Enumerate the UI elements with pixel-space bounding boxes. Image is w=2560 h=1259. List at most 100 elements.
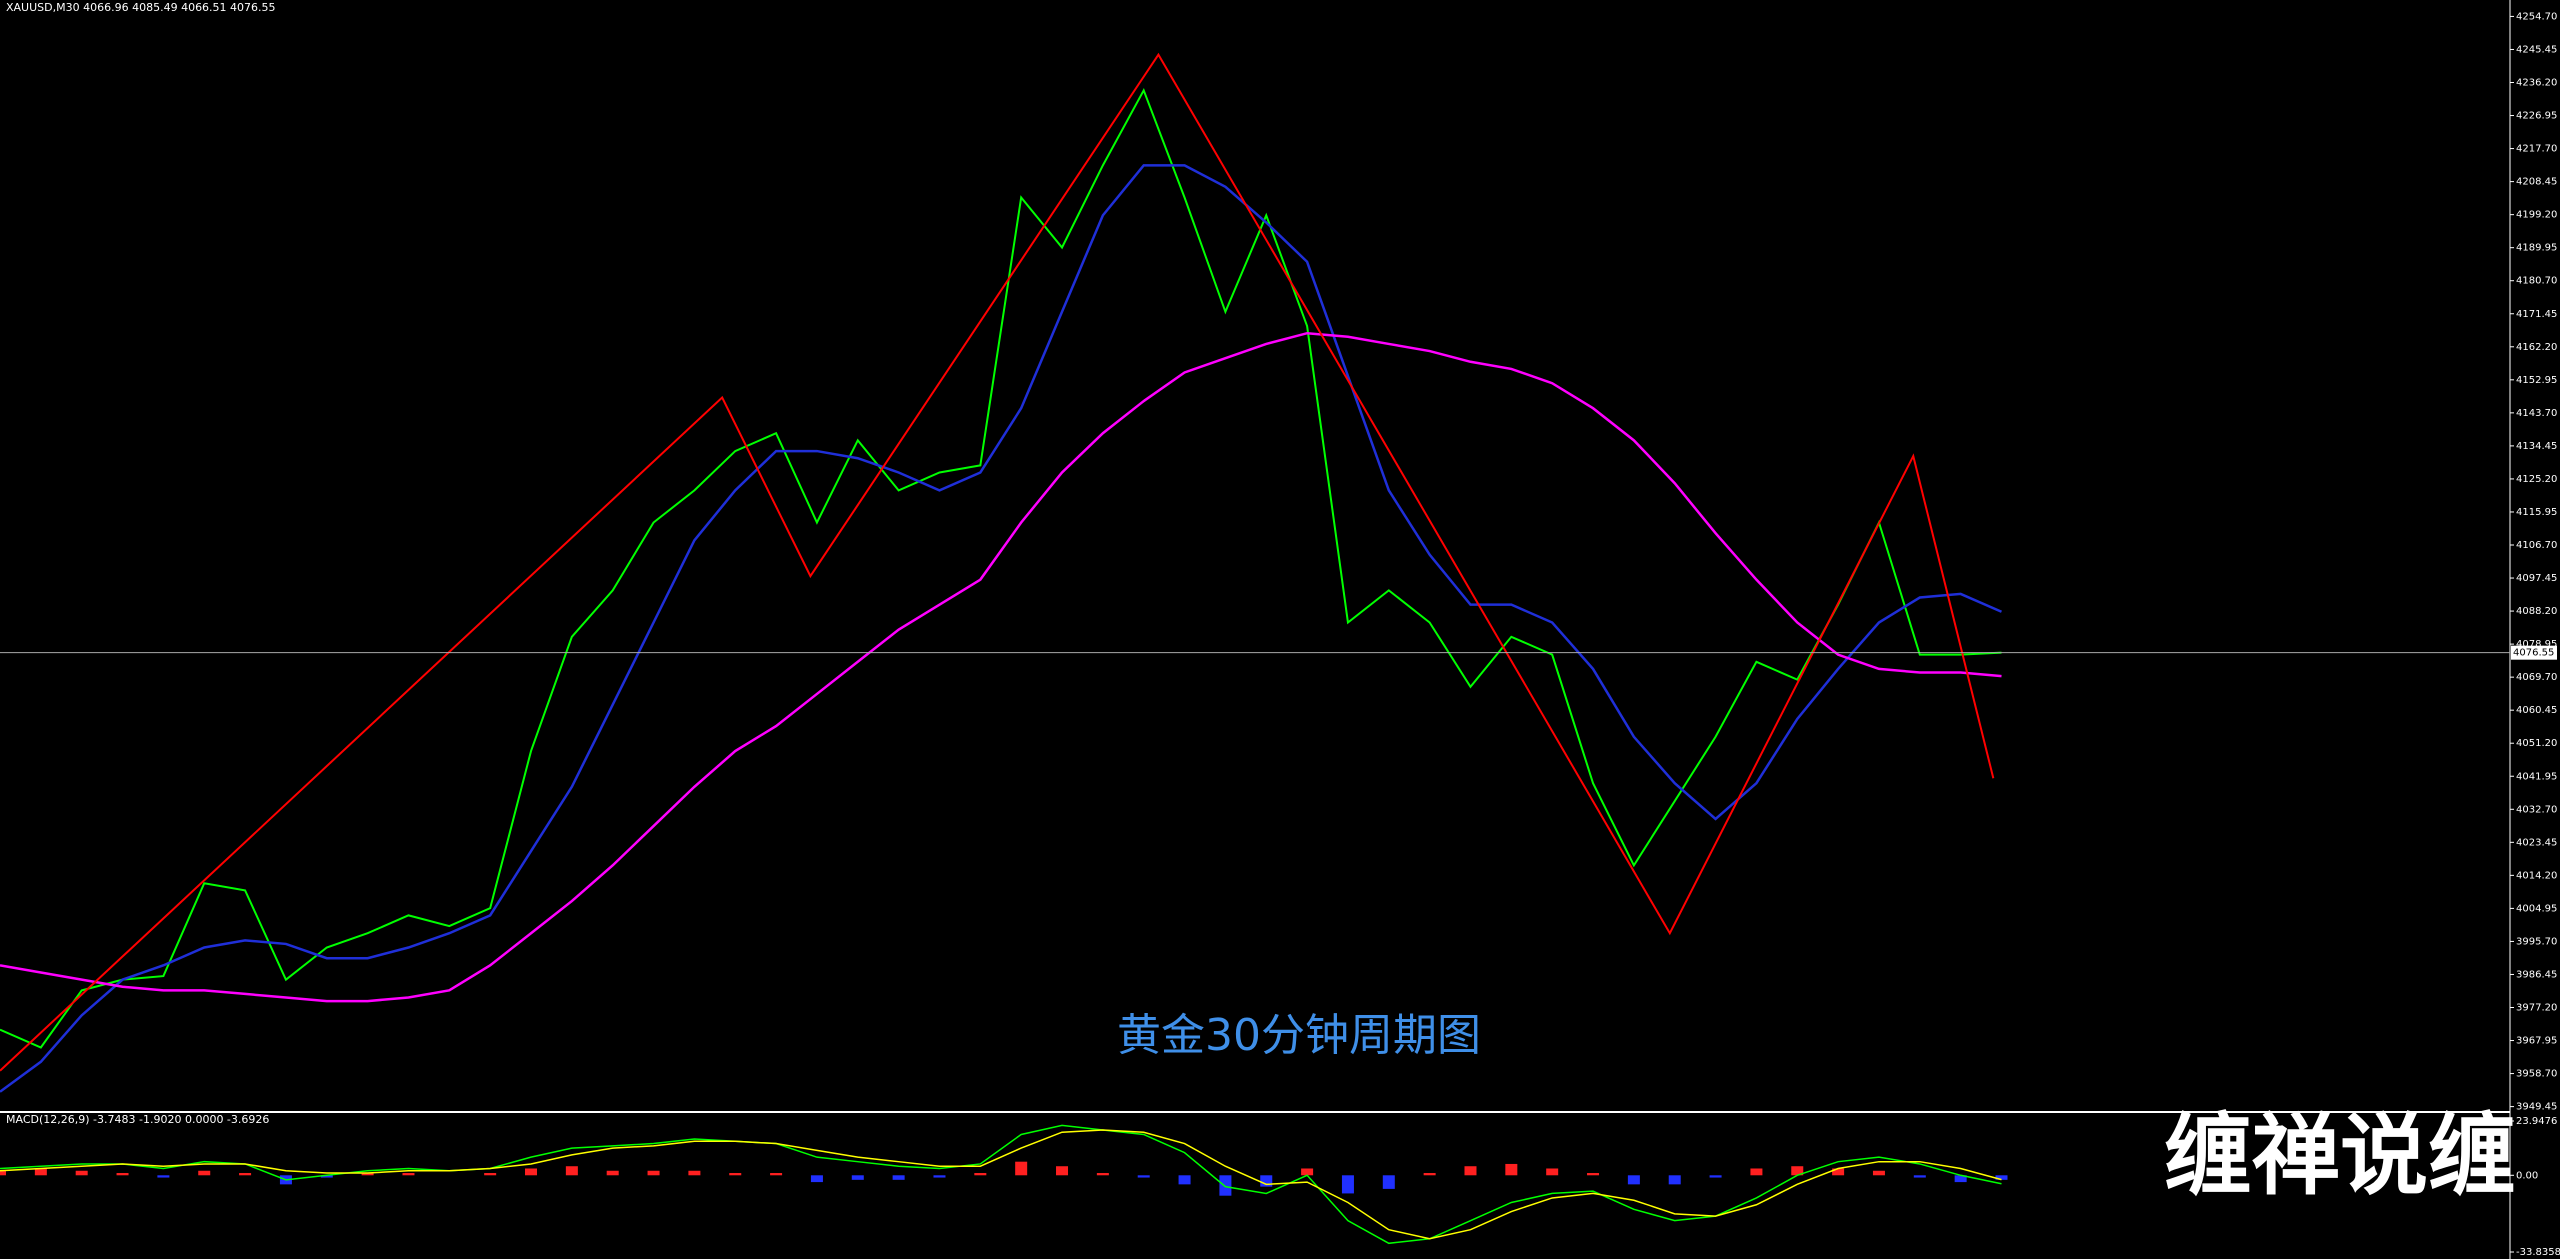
y-tick-label: 4004.95: [2516, 903, 2557, 914]
y-tick-label: 4217.70: [2516, 144, 2557, 155]
histogram-bar: [565, 1166, 578, 1176]
histogram-bar: [1505, 1163, 1518, 1176]
histogram-bar: [1627, 1175, 1640, 1185]
y-tick-label: 4152.95: [2516, 375, 2557, 386]
y-tick-label: 3967.95: [2516, 1036, 2557, 1047]
histogram-bar: [1791, 1166, 1804, 1176]
y-tick-label: 4032.70: [2516, 804, 2557, 815]
y-tick-label: 4199.20: [2516, 210, 2557, 221]
last-price-box: [2511, 645, 2557, 660]
macd-line: [0, 1129, 2002, 1240]
y-tick-label: 4051.20: [2516, 738, 2557, 749]
histogram-bar: [320, 1175, 333, 1178]
histogram-bar: [974, 1173, 987, 1176]
y-tick-label: 4041.95: [2516, 771, 2557, 782]
histogram-bar: [1872, 1170, 1885, 1176]
histogram-bar: [402, 1173, 415, 1176]
y-tick-label: 4014.20: [2516, 870, 2557, 881]
histogram-bar: [1546, 1168, 1559, 1176]
histogram-bar: [0, 1170, 6, 1176]
histogram-bar: [688, 1170, 701, 1176]
macd-title: MACD(12,26,9) -3.7483 -1.9020 0.0000 -3.…: [6, 1113, 269, 1126]
y-tick-label: 3949.45: [2516, 1102, 2557, 1113]
y-tick-label: 4180.70: [2516, 276, 2557, 287]
y-tick-label: 4125.20: [2516, 474, 2557, 485]
y-tick-label: 4060.45: [2516, 705, 2557, 716]
y-tick-label: -33.8358: [2516, 1247, 2560, 1258]
histogram-bar: [647, 1170, 660, 1176]
y-tick-label: 4023.45: [2516, 837, 2557, 848]
histogram-bar: [1178, 1175, 1191, 1185]
price-line: [0, 164, 2002, 1093]
histogram-bar: [1219, 1175, 1232, 1196]
chart-title: XAUUSD,M30 4066.96 4085.49 4066.51 4076.…: [6, 1, 276, 14]
price-line: [0, 331, 2002, 1003]
y-tick-label: 4143.70: [2516, 408, 2557, 419]
histogram-bar: [1301, 1168, 1314, 1176]
histogram-bar: [1137, 1175, 1150, 1178]
histogram-bar: [1995, 1175, 2008, 1180]
histogram-bar: [1341, 1175, 1354, 1194]
histogram-bar: [34, 1168, 47, 1176]
y-tick-label: 4106.70: [2516, 540, 2557, 551]
macd-line: [0, 1124, 2002, 1245]
histogram-bar: [1015, 1161, 1028, 1176]
y-tick-label: 4189.95: [2516, 243, 2557, 254]
histogram-bar: [484, 1173, 497, 1176]
histogram-bar: [1382, 1175, 1395, 1189]
histogram-bar: [770, 1173, 783, 1176]
histogram-bar: [810, 1175, 823, 1183]
histogram-bar: [1260, 1175, 1273, 1187]
y-tick-label: 3986.45: [2516, 969, 2557, 980]
y-tick-label: 4162.20: [2516, 342, 2557, 353]
histogram-bar: [892, 1175, 905, 1180]
histogram-bar: [157, 1175, 170, 1178]
histogram-bar: [1423, 1173, 1436, 1176]
y-tick-label: 4208.45: [2516, 177, 2557, 188]
last-price-label: 4076.55: [2513, 648, 2554, 659]
y-tick-label: 0.00: [2516, 1170, 2538, 1181]
y-tick-label: 3977.20: [2516, 1003, 2557, 1014]
histogram-bar: [1913, 1175, 1926, 1178]
histogram-bar: [1668, 1175, 1681, 1185]
y-tick-label: 23.9476: [2516, 1116, 2557, 1127]
histogram-bar: [729, 1173, 742, 1176]
histogram-bar: [198, 1170, 211, 1176]
histogram-bar: [851, 1175, 864, 1180]
y-tick-label: 4226.95: [2516, 111, 2557, 122]
histogram-bar: [1954, 1175, 1967, 1183]
histogram-bar: [1464, 1166, 1477, 1176]
histogram-bar: [606, 1170, 619, 1176]
histogram-bar: [1750, 1168, 1763, 1176]
histogram-bar: [75, 1170, 88, 1176]
y-tick-label: 4254.70: [2516, 11, 2557, 22]
watermark: 缠禅说缠: [2164, 1104, 2516, 1207]
y-tick-label: 3995.70: [2516, 936, 2557, 947]
histogram-bar: [361, 1173, 374, 1176]
histogram-bar: [525, 1168, 538, 1176]
zigzag: [0, 52, 1995, 1072]
y-tick-label: 4115.95: [2516, 507, 2557, 518]
y-tick-label: 4088.20: [2516, 606, 2557, 617]
y-tick-label: 4097.45: [2516, 573, 2557, 584]
y-tick-label: 4236.20: [2516, 78, 2557, 89]
y-tick-label: 4171.45: [2516, 309, 2557, 320]
histogram-bar: [1587, 1173, 1600, 1176]
y-tick-label: 3958.70: [2516, 1069, 2557, 1080]
histogram-bar: [1096, 1173, 1109, 1176]
price-line: [0, 87, 2002, 1049]
y-tick-label: 4134.45: [2516, 441, 2557, 452]
y-tick-label: 4078.95: [2516, 639, 2557, 650]
histogram-bar: [933, 1175, 946, 1178]
histogram-bar: [239, 1173, 252, 1176]
y-tick-label: 4069.70: [2516, 672, 2557, 683]
histogram-bar: [116, 1173, 129, 1176]
histogram-bar: [1832, 1168, 1845, 1176]
histogram-bar: [1056, 1166, 1069, 1176]
annotation: 黄金30分钟周期图: [1117, 1010, 1481, 1061]
histogram-bar: [1709, 1175, 1722, 1178]
y-tick-label: 4245.45: [2516, 44, 2557, 55]
